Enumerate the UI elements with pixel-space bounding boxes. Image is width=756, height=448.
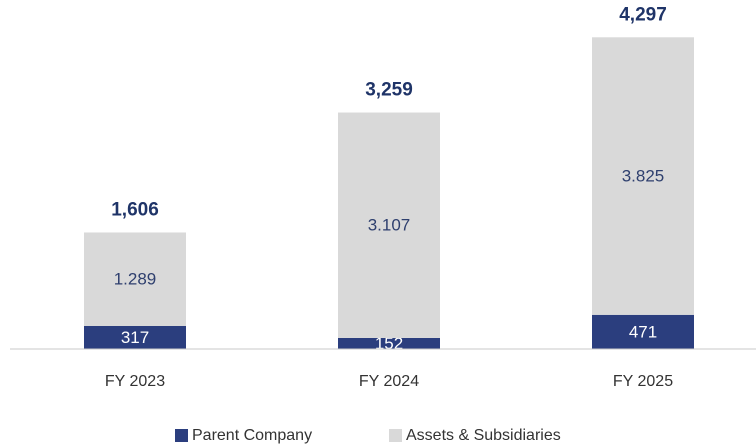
legend-label: Assets & Subsidiaries — [406, 427, 561, 444]
bar-segment — [84, 232, 186, 326]
bar-segment — [338, 337, 440, 349]
bar-segment — [84, 325, 186, 349]
total-label: 3,259 — [365, 80, 413, 101]
value-label: 317 — [121, 328, 149, 347]
value-label: 3.107 — [368, 216, 411, 235]
value-label: 471 — [629, 322, 657, 341]
total-label: 1,606 — [111, 199, 159, 220]
value-label: 1.289 — [114, 270, 157, 289]
x-tick-label: FY 2025 — [613, 373, 673, 390]
legend-swatch — [175, 429, 188, 442]
bar-segment — [592, 314, 694, 349]
value-label: 3.825 — [622, 167, 665, 186]
value-label: 152 — [375, 334, 403, 353]
x-tick-label: FY 2023 — [105, 373, 165, 390]
legend-swatch — [389, 429, 402, 442]
legend-label: Parent Company — [192, 427, 312, 444]
total-label: 4,297 — [619, 4, 667, 25]
x-tick-label: FY 2024 — [359, 373, 419, 390]
bar-segment — [338, 112, 440, 338]
bar-segment — [592, 37, 694, 315]
